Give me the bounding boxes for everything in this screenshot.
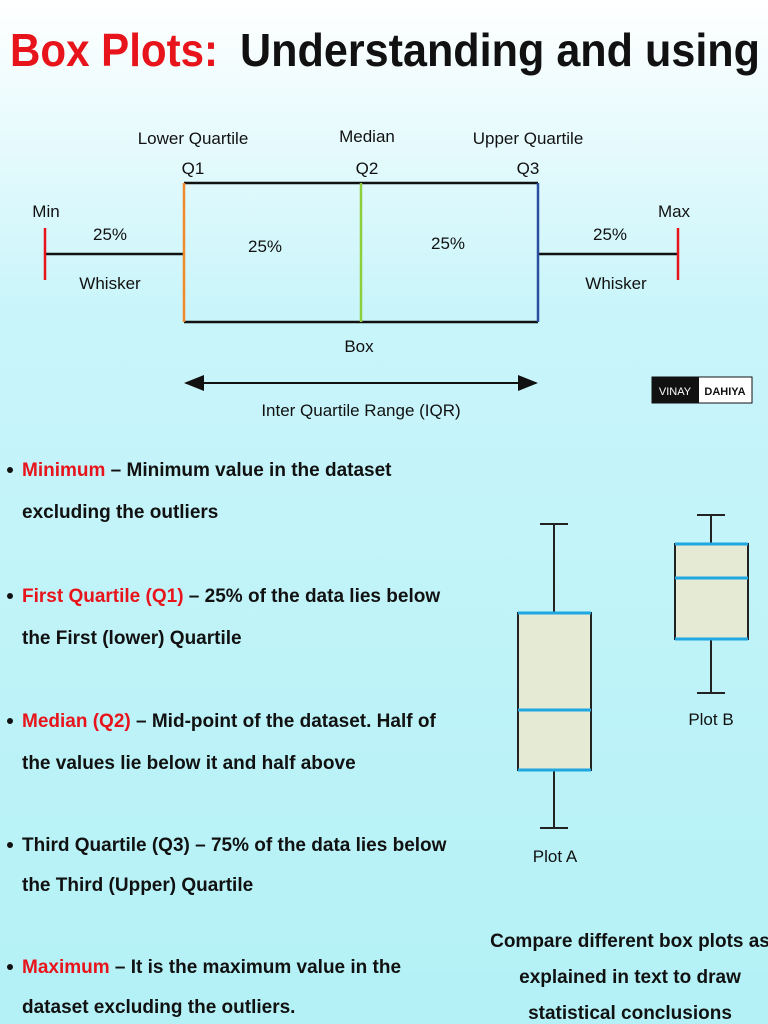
label: Box	[344, 337, 374, 356]
box	[517, 612, 592, 771]
logo-dark	[652, 377, 699, 403]
bullet-text: excluding the outliers	[22, 502, 218, 523]
plot-b	[674, 514, 749, 694]
bullet	[7, 842, 13, 848]
term: Median (Q2)	[22, 711, 131, 732]
label: Median	[339, 127, 395, 146]
bullet-text: Median (Q2) – Mid-point of the dataset. …	[22, 711, 436, 732]
bullet-text: the Third (Upper) Quartile	[22, 875, 253, 896]
box-diagram: Min Max Lower Quartile Q1 Median Q2 Uppe…	[32, 127, 690, 420]
title-highlight: Box Plots:	[10, 24, 218, 76]
bullet-text: Maximum – It is the maximum value in the	[22, 957, 401, 978]
logo-text: VINAY	[659, 386, 692, 398]
label: Whisker	[585, 274, 647, 293]
bullet	[7, 593, 13, 599]
bullet-text: the First (lower) Quartile	[22, 628, 242, 649]
bullet-text: dataset excluding the outliers.	[22, 997, 295, 1018]
label: Upper Quartile	[473, 129, 584, 148]
label: Q2	[356, 159, 379, 178]
label: Q1	[182, 159, 205, 178]
title: Understanding and using	[240, 24, 760, 76]
bullet	[7, 718, 13, 724]
share: 25%	[93, 225, 127, 244]
label: Max	[658, 202, 691, 221]
bullet-text: Third Quartile (Q3) – 75% of the data li…	[22, 835, 447, 856]
share: 25%	[431, 234, 465, 253]
bullet	[7, 964, 13, 970]
logo: VINAY DAHIYA	[651, 376, 753, 404]
description: – Minimum value in the dataset	[105, 460, 392, 481]
term: Minimum	[22, 460, 105, 481]
label: Whisker	[79, 274, 141, 293]
description: – 25% of the data lies below	[184, 586, 441, 607]
term: Third Quartile (Q3)	[22, 835, 190, 856]
bullet-text: First Quartile (Q1) – 25% of the data li…	[22, 586, 440, 607]
caption: Compare different box plots as	[490, 931, 768, 952]
plot-label: Plot A	[533, 847, 578, 866]
label: Min	[32, 202, 59, 221]
share: 25%	[248, 237, 282, 256]
share: 25%	[593, 225, 627, 244]
term: Maximum	[22, 957, 110, 978]
description: – It is the maximum value in the	[110, 957, 401, 978]
label: Inter Quartile Range (IQR)	[261, 401, 460, 420]
bullet-text: Minimum – Minimum value in the dataset	[22, 460, 392, 481]
bullet-text: the values lie below it and half above	[22, 753, 356, 774]
caption: statistical conclusions	[528, 1003, 732, 1024]
logo-text: DAHIYA	[704, 386, 745, 398]
description: – 75% of the data lies below	[190, 835, 447, 856]
bullet	[7, 467, 13, 473]
description: – Mid-point of the dataset. Half of	[131, 711, 437, 732]
box	[674, 543, 749, 640]
plot-a	[517, 523, 592, 829]
term: First Quartile (Q1)	[22, 586, 184, 607]
label: Q3	[517, 159, 540, 178]
bullet-list: Minimum – Minimum value in the dataset e…	[7, 460, 447, 1018]
label: Lower Quartile	[138, 129, 249, 148]
caption: explained in text to draw	[519, 967, 741, 988]
plot-label: Plot B	[688, 710, 733, 729]
